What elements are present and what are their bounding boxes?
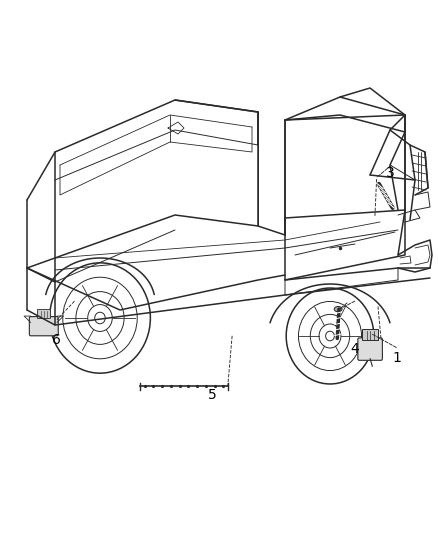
FancyBboxPatch shape: [358, 338, 382, 360]
Text: 3: 3: [386, 166, 395, 180]
Ellipse shape: [334, 306, 342, 312]
Text: 5: 5: [208, 389, 217, 402]
Text: 4: 4: [350, 342, 359, 356]
Text: 6: 6: [52, 333, 60, 346]
Bar: [362, 329, 378, 340]
FancyBboxPatch shape: [29, 317, 58, 336]
Bar: [37, 309, 50, 318]
Text: 1: 1: [392, 351, 401, 365]
